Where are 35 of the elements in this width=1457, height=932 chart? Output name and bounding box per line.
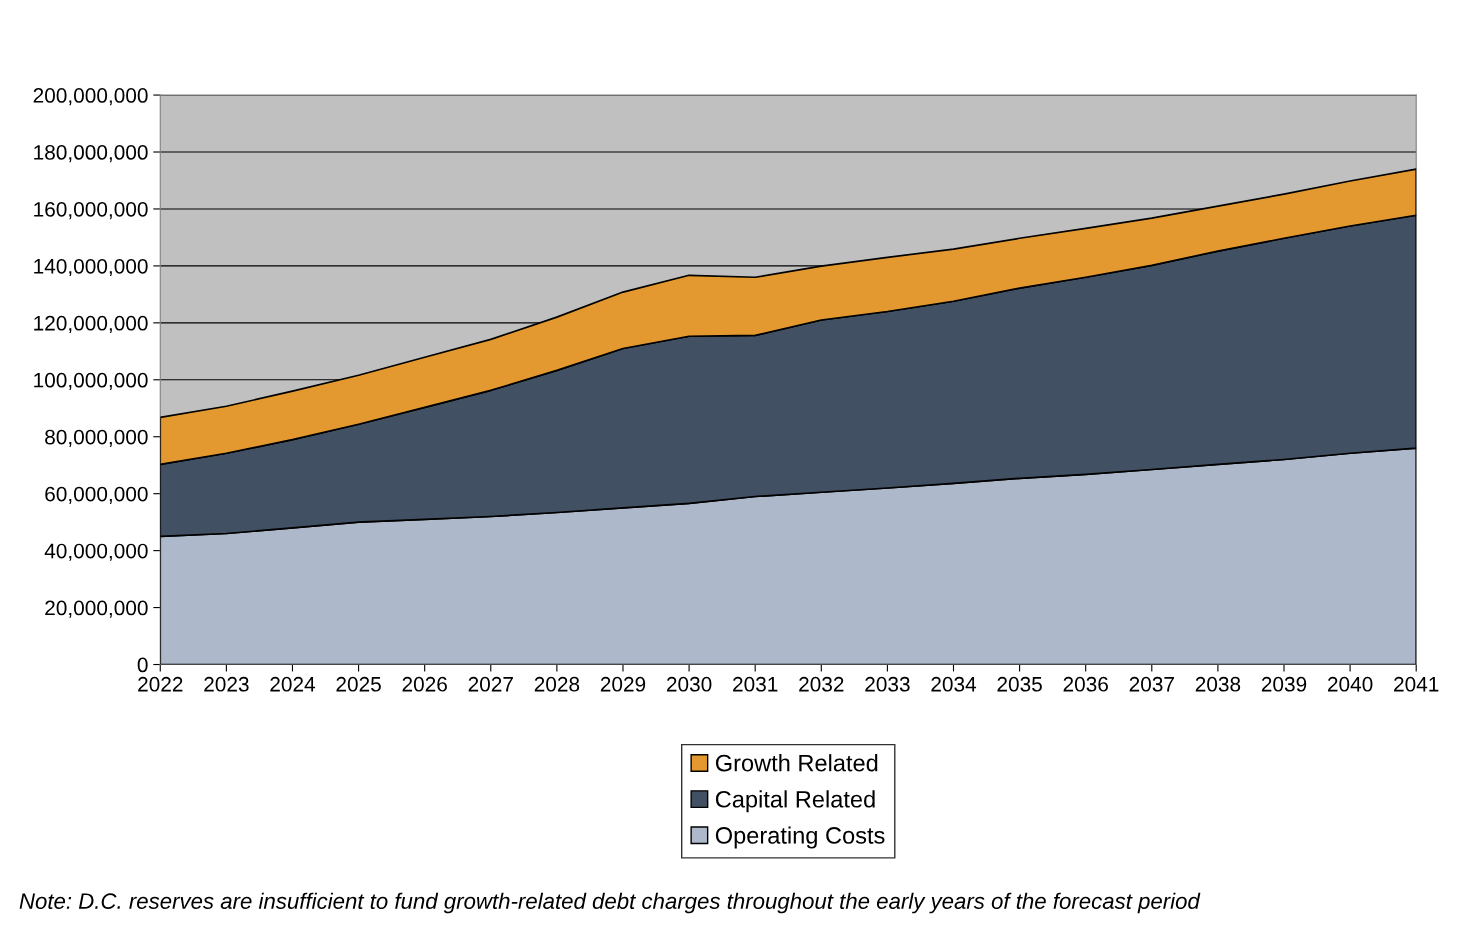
x-tick-label: 2025: [336, 676, 381, 692]
x-tick-label: 2038: [1195, 676, 1241, 692]
y-tick-label: 80,000,000: [45, 429, 148, 447]
x-tick-label: 2024: [270, 676, 316, 692]
text: Note: D.C. reserves are insufficient to fund growth-related debt charges throughout the early years of the forecast period: [19, 892, 1201, 914]
x-tick-label: 2037: [1129, 676, 1174, 692]
y-tick-label: 0: [137, 657, 148, 673]
x-tick-label: 2035: [997, 676, 1042, 692]
y-tick-label: 20,000,000: [45, 600, 148, 618]
legend-label: Growth Related: [715, 754, 878, 772]
y-tick-label: 140,000,000: [34, 258, 148, 277]
x-tick-label: 2028: [534, 676, 580, 692]
x-tick-label: 2039: [1261, 676, 1307, 692]
y-tick-label: 180,000,000: [34, 145, 148, 163]
x-tick-label: 2032: [799, 676, 844, 692]
x-tick-label: 2022: [138, 676, 183, 692]
legend-label: Capital Related: [715, 790, 875, 813]
x-tick-label: 2040: [1327, 676, 1373, 692]
y-tick-label: 200,000,000: [33, 88, 148, 106]
x-tick-label: 2034: [931, 676, 977, 692]
legend-label: Operating Costs: [715, 826, 885, 849]
x-tick-label: 2041: [1394, 676, 1439, 692]
y-tick-label: 120,000,000: [34, 315, 148, 334]
x-tick-label: 2033: [865, 676, 910, 692]
y-tick-label: 40,000,000: [44, 543, 148, 561]
x-tick-label: 2026: [402, 676, 447, 692]
x-tick-label: 2027: [468, 676, 513, 692]
x-tick-label: 2036: [1063, 676, 1108, 692]
x-tick-label: 2023: [204, 676, 249, 692]
y-tick-label: 60,000,000: [45, 486, 148, 504]
x-tick-label: 2030: [666, 676, 712, 692]
y-tick-label: 100,000,000: [34, 372, 148, 390]
x-tick-label: 2029: [600, 676, 646, 692]
y-tick-label: 160,000,000: [34, 201, 148, 220]
x-tick-label: 2031: [733, 676, 778, 692]
